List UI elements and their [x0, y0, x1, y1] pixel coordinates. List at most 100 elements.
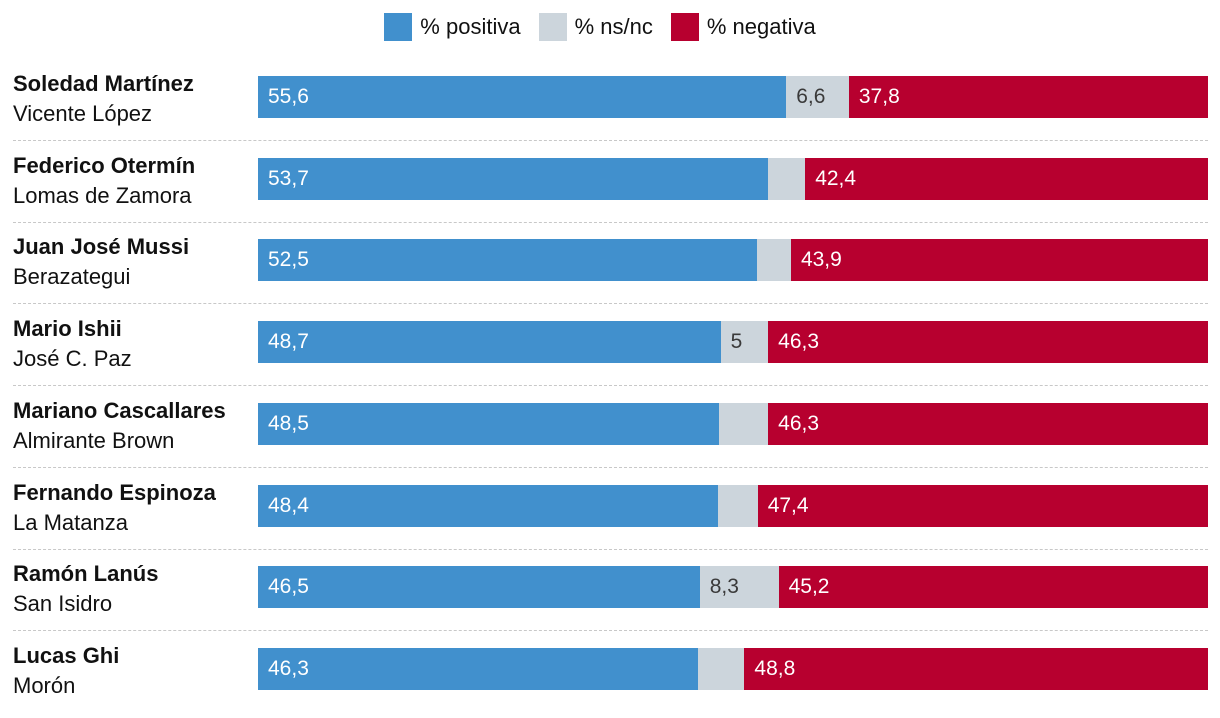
- row-label: Mario Ishii José C. Paz: [13, 309, 253, 374]
- bar-segment-negative: 43,9: [790, 239, 1208, 282]
- bar-segment-positive: 46,5: [258, 566, 700, 609]
- row-label: Fernando Espinoza La Matanza: [13, 473, 253, 538]
- chart-row: Mariano Cascallares Almirante Brown 48,5 46…: [0, 391, 1220, 473]
- bar-segment-positive: 55,6: [258, 76, 787, 118]
- data-label-negative: 46,3: [778, 330, 820, 354]
- bar-segment-negative: 37,8: [848, 76, 1208, 118]
- legend-item-nsnc: % ns/nc: [538, 13, 653, 41]
- candidate-name: Soledad Martínez: [13, 71, 194, 96]
- municipality-name: José C. Paz: [13, 346, 132, 372]
- legend-swatch-nsnc: [538, 13, 567, 41]
- bar-segment-negative: 45,2: [778, 566, 1208, 609]
- row-label: Juan José Mussi Berazategui: [13, 227, 253, 292]
- data-label-positive: 55,6: [268, 85, 309, 108]
- candidate-name: Juan José Mussi: [13, 234, 190, 260]
- bar-segment-positive: 52,5: [258, 239, 757, 282]
- data-label-negative: 46,3: [778, 411, 820, 435]
- candidate-name: Federico Otermín: [13, 152, 196, 178]
- stacked-bar: 46,5 8,3 45,2: [258, 566, 1208, 609]
- data-label-nsnc: 6,6: [796, 85, 826, 108]
- chart-row: Mario Ishii José C. Paz 48,7 5 46,3: [0, 309, 1220, 391]
- chart-row: Fernando Espinoza La Matanza 48,4 47,4: [0, 473, 1220, 555]
- candidate-name: Fernando Espinoza: [13, 479, 216, 505]
- row-divider: [13, 140, 1208, 141]
- data-label-nsnc: 5: [730, 330, 743, 354]
- bar-segment-nsnc: [756, 239, 791, 282]
- bar-segment-positive: 48,5: [258, 402, 719, 445]
- data-label-negative: 43,9: [800, 248, 842, 272]
- legend-swatch-negative: [670, 13, 699, 41]
- stacked-bar: 46,3 48,8: [258, 647, 1208, 690]
- bar-segment-nsnc: [718, 402, 769, 445]
- candidate-name: Lucas Ghi: [13, 642, 120, 668]
- bar-segment-nsnc: 5: [720, 321, 769, 364]
- municipality-name: Lomas de Zamora: [13, 182, 192, 208]
- legend-swatch-positive: [384, 13, 413, 41]
- chart-row: Juan José Mussi Berazategui 52,5 43,9: [0, 227, 1220, 309]
- data-label-positive: 46,5: [268, 575, 309, 599]
- municipality-name: Berazategui: [13, 264, 131, 290]
- row-label: Soledad Martínez Vicente López: [13, 64, 253, 129]
- chart-row: Soledad Martínez Vicente López 55,6 6,6 37,8: [0, 64, 1220, 146]
- bar-segment-positive: 48,4: [258, 484, 718, 527]
- municipality-name: Morón: [13, 672, 76, 698]
- data-label-negative: 37,8: [858, 85, 900, 108]
- legend: % positiva % ns/nc % negativa: [0, 13, 1200, 41]
- bar-segment-positive: 53,7: [258, 157, 769, 200]
- candidate-name: Mariano Cascallares: [13, 397, 226, 423]
- bar-segment-nsnc: 8,3: [699, 566, 779, 609]
- candidate-name: Mario Ishii: [13, 316, 122, 342]
- data-label-positive: 48,5: [268, 411, 309, 435]
- chart-row: Lucas Ghi Morón 46,3 48,8: [0, 636, 1220, 718]
- stacked-bar: 48,4 47,4: [258, 484, 1208, 527]
- bar-segment-negative: 46,3: [768, 321, 1208, 364]
- stacked-bar: 53,7 42,4: [258, 157, 1208, 200]
- bar-segment-positive: 46,3: [258, 647, 698, 690]
- bar-segment-nsnc: [697, 647, 745, 690]
- chart-row: Federico Otermín Lomas de Zamora 53,7 42,4: [0, 146, 1220, 228]
- data-label-nsnc: 8,3: [709, 575, 739, 599]
- row-label: Lucas Ghi Morón: [13, 636, 253, 701]
- row-divider: [13, 548, 1208, 550]
- bar-segment-nsnc: [768, 157, 806, 200]
- municipality-name: Almirante Brown: [13, 427, 175, 453]
- bar-segment-negative: 46,3: [768, 402, 1208, 445]
- bar-segment-negative: 42,4: [805, 157, 1208, 200]
- data-label-positive: 53,7: [268, 166, 309, 190]
- stacked-bar: 52,5 43,9: [258, 239, 1208, 282]
- row-label: Mariano Cascallares Almirante Brown: [13, 391, 253, 456]
- stacked-bar: 48,5 46,3: [258, 402, 1208, 445]
- municipality-name: La Matanza: [13, 509, 128, 535]
- data-label-negative: 45,2: [788, 575, 830, 599]
- row-label: Federico Otermín Lomas de Zamora: [13, 146, 253, 211]
- municipality-name: Vicente López: [13, 101, 153, 126]
- stacked-bar: 48,7 5 46,3: [258, 321, 1208, 364]
- stacked-bar: 55,6 6,6 37,8: [258, 76, 1208, 118]
- data-label-negative: 47,4: [767, 493, 809, 517]
- chart-row: Ramón Lanús San Isidro 46,5 8,3 45,2: [0, 554, 1220, 636]
- bar-segment-negative: 47,4: [757, 484, 1208, 527]
- bar-segment-positive: 48,7: [258, 321, 721, 364]
- row-divider: [13, 630, 1208, 632]
- candidate-name: Ramón Lanús: [13, 561, 159, 587]
- legend-label-nsnc: % ns/nc: [574, 14, 653, 39]
- row-divider: [13, 303, 1208, 305]
- bar-segment-negative: 48,8: [744, 647, 1208, 690]
- row-divider: [13, 385, 1208, 387]
- row-label: Ramón Lanús San Isidro: [13, 554, 253, 619]
- legend-label-negative: % negativa: [706, 14, 816, 39]
- legend-item-positive: % positiva: [384, 13, 521, 41]
- bar-segment-nsnc: 6,6: [786, 76, 849, 118]
- data-label-positive: 52,5: [268, 248, 309, 272]
- municipality-name: San Isidro: [13, 591, 113, 617]
- row-divider: [13, 221, 1208, 223]
- data-label-positive: 48,4: [268, 493, 309, 517]
- data-label-positive: 48,7: [268, 330, 309, 354]
- data-label-negative: 42,4: [815, 166, 857, 190]
- bar-segment-nsnc: [717, 484, 758, 527]
- row-divider: [13, 466, 1208, 468]
- data-label-negative: 48,8: [754, 656, 796, 680]
- data-label-positive: 46,3: [268, 656, 309, 680]
- legend-item-negative: % negativa: [670, 13, 816, 41]
- legend-label-positive: % positiva: [420, 14, 521, 39]
